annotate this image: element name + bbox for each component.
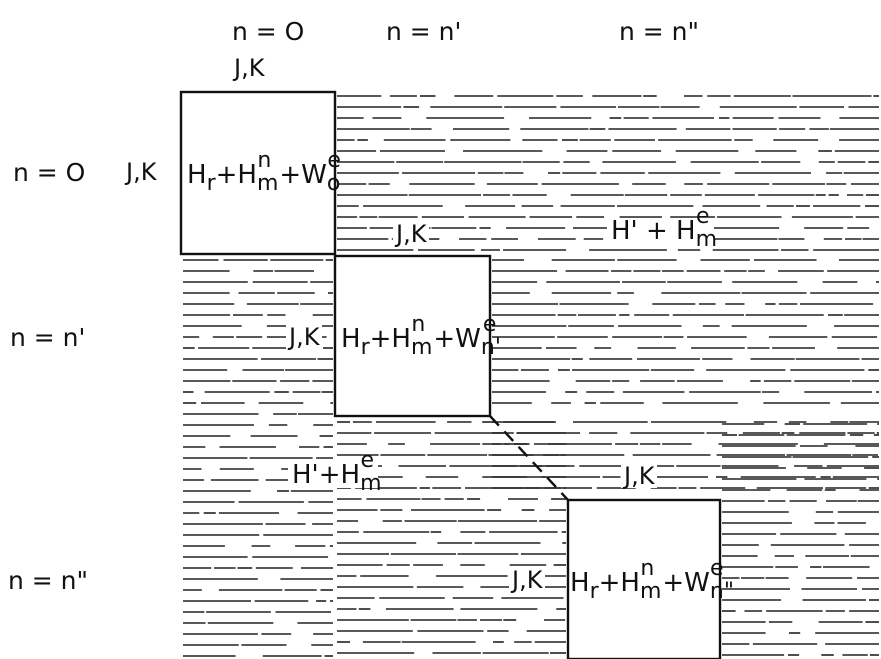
jk-left-block3: J,K (509, 568, 546, 592)
diagonal-block-boxes (179, 90, 722, 659)
block-box-n0 (179, 90, 337, 256)
jk-left-block1: J,K (126, 158, 157, 186)
column-header-n2: n = n" (619, 17, 700, 46)
off-diagonal-label-lower: H'+Hme (288, 450, 382, 495)
block-box-n1 (333, 254, 492, 418)
row-header-n1: n = n' (10, 323, 86, 352)
jk-top-block1: J,K (234, 54, 265, 82)
off-diagonal-hatching (183, 95, 879, 657)
block-expression-n0: Hr+Hmn +Woe (187, 148, 341, 196)
diagonal-continuation-dashes (489, 415, 569, 501)
block-expression-n1: Hr+Hmn +Wn'e (341, 312, 501, 360)
column-header-n0: n = O (232, 17, 305, 46)
jk-left-block2: J,K (286, 325, 323, 349)
h-rot: H (187, 160, 207, 190)
jk-top-block3: J,K (621, 464, 658, 488)
off-diagonal-label-upper: H' + Hme (607, 206, 717, 251)
row-header-n0: n = O (13, 158, 86, 187)
block-expression-n2: Hr+Hmn +Wn"e (570, 556, 734, 604)
block-box-n2 (566, 498, 722, 659)
column-header-n1: n = n' (386, 17, 462, 46)
row-header-n2: n = n" (8, 566, 89, 595)
jk-top-block2: J,K (393, 222, 430, 246)
